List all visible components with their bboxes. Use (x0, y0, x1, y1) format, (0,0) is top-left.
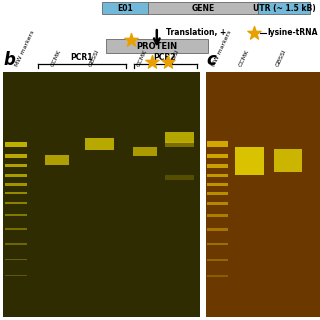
Text: CCMK: CCMK (136, 49, 148, 67)
Text: GENE: GENE (192, 4, 215, 13)
Bar (274, 149, 302, 172)
Bar (207, 174, 228, 177)
Bar (5, 164, 27, 167)
Bar (85, 138, 114, 150)
Bar (235, 147, 264, 175)
Bar (207, 259, 228, 261)
Text: PCR1: PCR1 (70, 53, 93, 62)
Bar (148, 2, 259, 14)
Bar (206, 72, 320, 317)
Text: b: b (3, 51, 15, 69)
Bar (259, 2, 310, 14)
Text: GBSSI: GBSSI (275, 48, 288, 67)
Text: MW markers: MW markers (211, 29, 232, 67)
Text: PCR2: PCR2 (154, 53, 176, 62)
Text: c: c (206, 51, 216, 69)
Bar (5, 202, 27, 204)
Text: GBSSI: GBSSI (168, 48, 180, 67)
Bar (207, 154, 228, 158)
Bar (133, 147, 157, 156)
Text: MW markers: MW markers (14, 29, 36, 67)
Bar (5, 275, 27, 276)
Bar (207, 183, 228, 186)
Text: PROTEIN: PROTEIN (136, 42, 177, 51)
Point (129, 37, 134, 43)
Bar (5, 154, 27, 158)
Point (252, 30, 257, 35)
Text: CCMK: CCMK (50, 49, 62, 67)
Point (165, 60, 171, 65)
Bar (5, 228, 27, 230)
Bar (45, 155, 69, 165)
Bar (207, 164, 228, 168)
Bar (5, 183, 27, 186)
Bar (207, 214, 228, 217)
Text: Translation, +: Translation, + (166, 28, 227, 37)
Bar (165, 175, 194, 180)
Bar (5, 192, 27, 194)
Bar (5, 142, 27, 147)
Bar (207, 141, 228, 147)
Bar (165, 132, 194, 143)
Bar (207, 202, 228, 205)
Bar (102, 2, 148, 14)
Text: UTR (~ 1.5 kB): UTR (~ 1.5 kB) (253, 4, 316, 13)
Bar (207, 192, 228, 195)
Text: CCMK: CCMK (238, 49, 251, 67)
Bar (207, 243, 228, 245)
Bar (207, 276, 228, 277)
Bar (3, 72, 200, 317)
Text: E01: E01 (117, 4, 133, 13)
Point (149, 60, 155, 65)
Bar (106, 39, 208, 53)
Bar (165, 141, 194, 147)
Bar (207, 228, 228, 231)
Bar (5, 259, 27, 260)
Bar (5, 243, 27, 244)
Text: GBSSI: GBSSI (88, 48, 100, 67)
Text: lysine-tRNA: lysine-tRNA (267, 28, 318, 37)
Bar (5, 174, 27, 177)
Bar (5, 214, 27, 216)
